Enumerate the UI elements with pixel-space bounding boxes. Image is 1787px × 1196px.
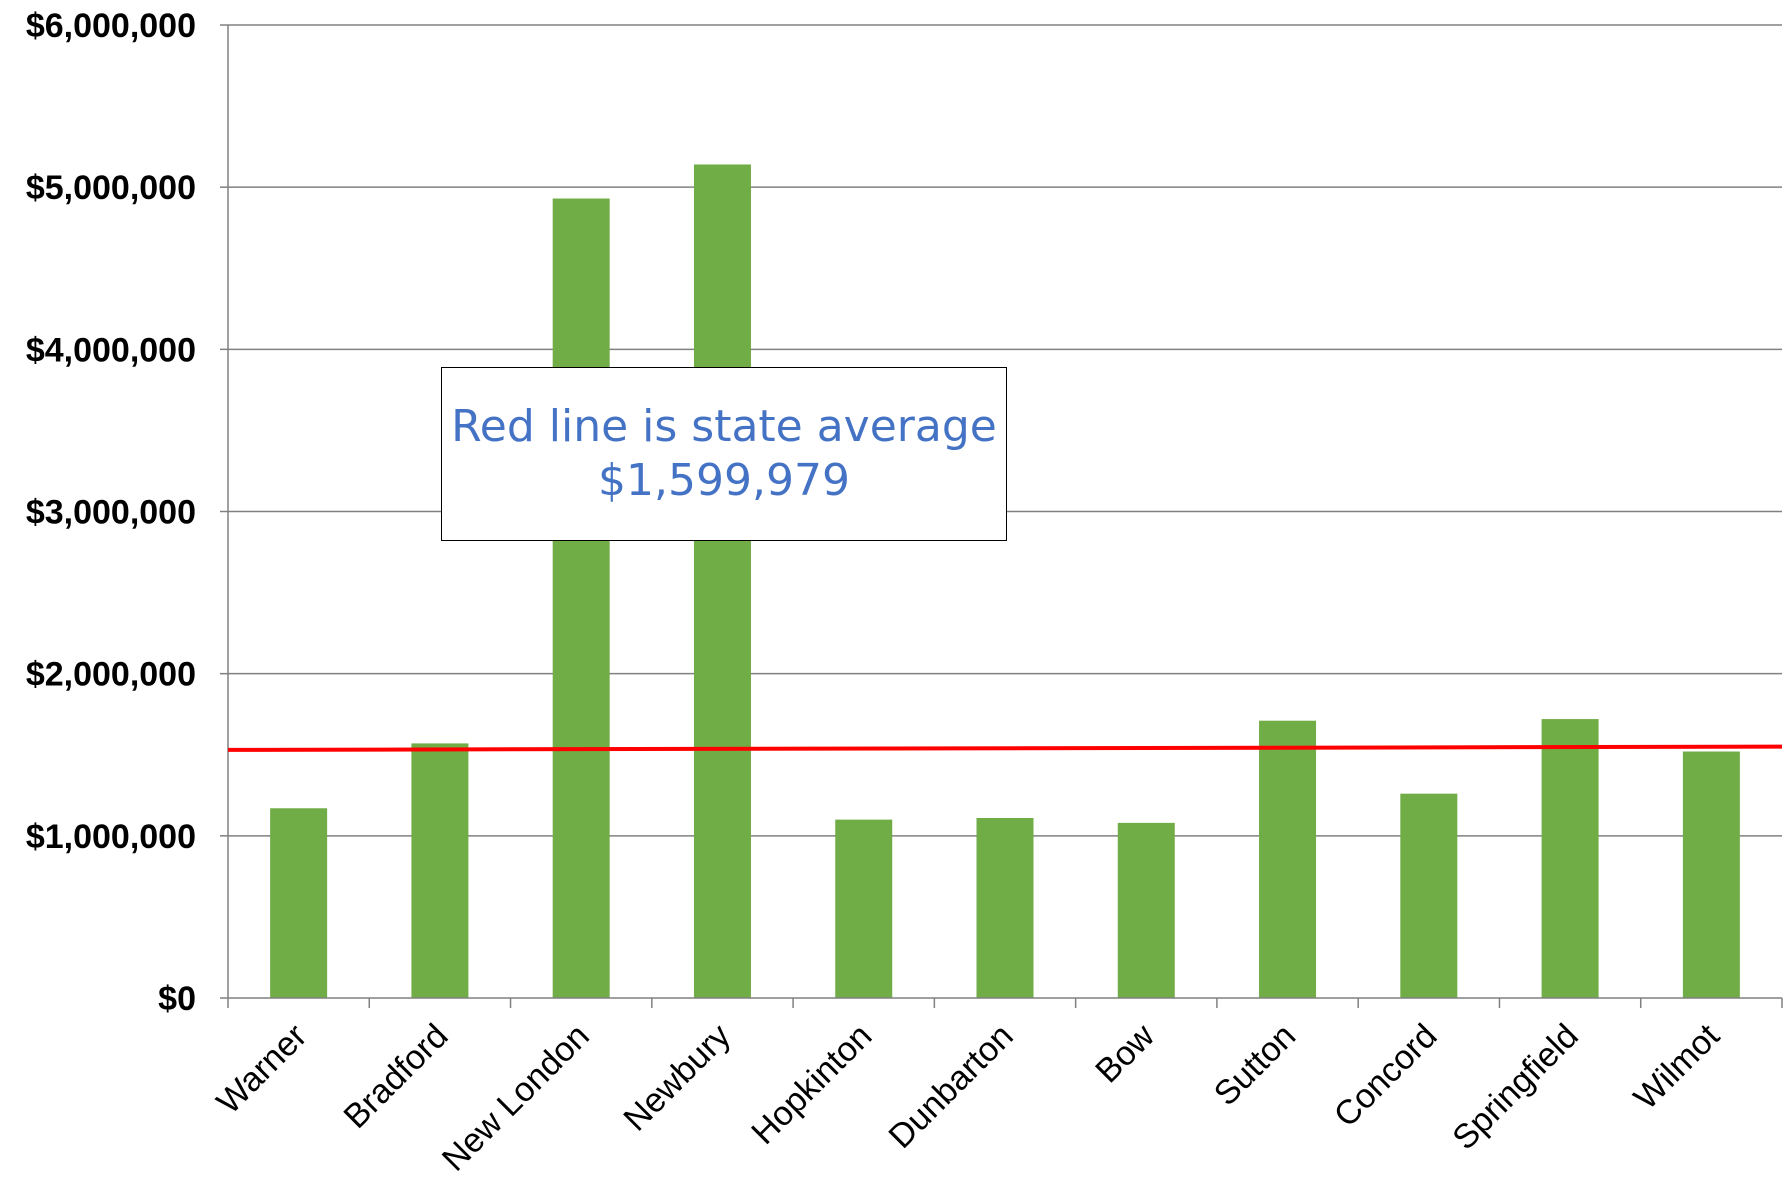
bar: [976, 817, 1034, 998]
x-tick-label: Wilmot: [1627, 1016, 1728, 1117]
bar: [270, 808, 328, 998]
bar: [1400, 793, 1458, 998]
annotation-line-1: Red line is state average: [451, 401, 997, 452]
bar: [693, 164, 751, 999]
y-tick-label: $2,000,000: [26, 656, 196, 694]
y-tick-label: $1,000,000: [26, 818, 196, 856]
bar: [1259, 720, 1317, 998]
bar: [1682, 751, 1740, 998]
y-tick-label: $3,000,000: [26, 494, 196, 532]
x-tick-label: Springfield: [1445, 1017, 1585, 1157]
y-tick-label: $4,000,000: [26, 331, 196, 369]
x-tick-label: Dunbarton: [882, 1017, 1021, 1156]
bar: [411, 743, 469, 998]
x-tick-label: Hopkinton: [744, 1017, 879, 1152]
state-average-line: [227, 744, 1783, 752]
x-tick-label: Concord: [1327, 1017, 1445, 1135]
annotation-box: Red line is state average $1,599,979: [441, 367, 1007, 541]
y-tick-label: $0: [158, 980, 196, 1018]
x-tick-label: Warner: [209, 1017, 314, 1122]
bar: [552, 198, 610, 999]
y-tick-label: $6,000,000: [26, 7, 196, 45]
x-tick-label: New London: [435, 1017, 597, 1179]
x-tick-label: Newbury: [616, 1017, 738, 1139]
bars: [270, 164, 1740, 999]
annotation-line-2: $1,599,979: [598, 455, 850, 506]
y-axis-ticks: $0 $1,000,000 $2,000,000 $3,000,000 $4,000,0…: [26, 7, 228, 1018]
x-tick-label: Bow: [1088, 1016, 1162, 1090]
bar: [1117, 822, 1175, 998]
bar: [835, 819, 893, 998]
y-tick-label: $5,000,000: [26, 169, 196, 207]
bar: [1541, 719, 1599, 998]
x-tick-label: Sutton: [1207, 1017, 1303, 1113]
x-tick-label: Bradford: [336, 1017, 455, 1136]
